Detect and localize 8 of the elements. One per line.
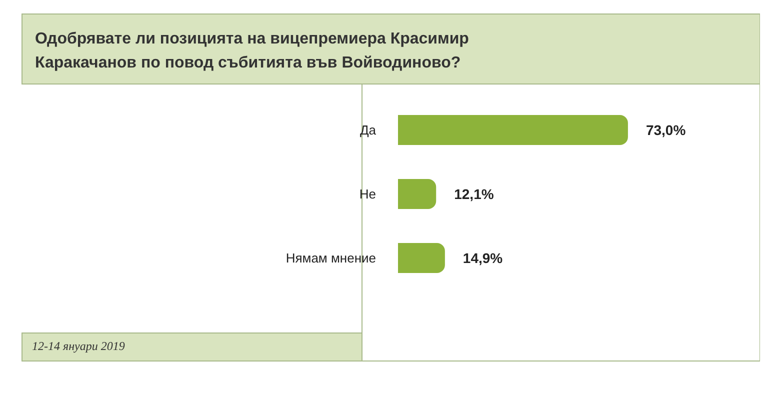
data-label: 14,9% <box>462 250 504 266</box>
y-tick-label: Нямам мнение <box>286 250 376 266</box>
text: 12-14 януари 2019 <box>32 339 125 353</box>
data-label: 12,1% <box>454 186 494 202</box>
y-tick-label: Не <box>359 186 376 202</box>
text: Одобрявате ли позицията на вицепремиера Красимир Каракачанов по повод събитията във Войводиново? <box>35 30 474 72</box>
y-tick-label: Да <box>360 122 377 138</box>
data-label: 73,0% <box>646 122 686 138</box>
